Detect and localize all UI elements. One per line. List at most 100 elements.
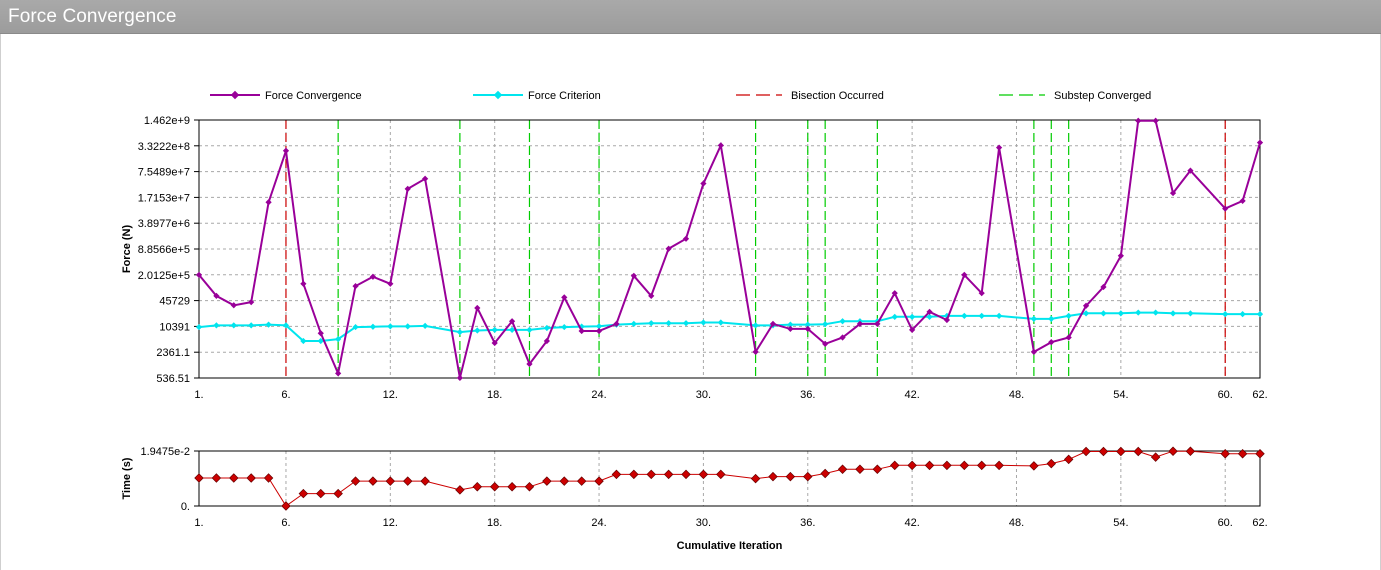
data-point xyxy=(994,460,1004,471)
x-tick-label: 42. xyxy=(904,517,919,529)
data-point xyxy=(420,476,430,486)
data-point xyxy=(613,320,620,328)
legend-label: Substep Converged xyxy=(1054,90,1151,102)
data-point xyxy=(265,321,272,328)
data-point xyxy=(508,318,516,325)
data-point xyxy=(265,199,272,206)
x-tick-label: 48. xyxy=(1009,389,1024,401)
y-tick-label: 7.5489e+7 xyxy=(138,167,190,179)
legend-swatch-marker xyxy=(493,90,503,100)
x-tick-label: 24. xyxy=(591,517,606,529)
data-point xyxy=(1237,449,1248,459)
data-point xyxy=(317,337,324,345)
data-point xyxy=(300,280,307,287)
y-tick-label: 3.3222e+8 xyxy=(138,141,190,153)
x-tick-label: 62. xyxy=(1252,517,1267,529)
y-tick-label: 2361.1 xyxy=(156,347,190,359)
data-point xyxy=(1063,454,1074,465)
data-point xyxy=(472,482,483,492)
plot-border xyxy=(198,450,1261,507)
plot-area-1: 1. 6. 12. 18. 24. 30. 36. 42. 48. 54. 60. 62. 1.462e… xyxy=(121,115,1268,401)
x-tick-label: 36. xyxy=(800,517,815,529)
data-point xyxy=(335,336,342,343)
data-point xyxy=(456,328,464,336)
data-point xyxy=(716,469,726,480)
data-point xyxy=(874,320,881,328)
data-point xyxy=(648,292,655,299)
data-point xyxy=(1046,458,1057,469)
data-point xyxy=(890,460,900,471)
data-point xyxy=(785,471,796,482)
data-point xyxy=(194,473,204,483)
x-tick-label: 18. xyxy=(487,517,502,529)
data-point xyxy=(491,326,498,334)
y-tick-label: 0. xyxy=(181,501,190,513)
y-tick-label: 1.7153e+7 xyxy=(138,192,190,204)
data-point xyxy=(1169,310,1177,317)
data-point xyxy=(665,320,672,327)
title-bar: Force Convergence xyxy=(0,0,1381,34)
data-point xyxy=(1117,252,1124,259)
data-point xyxy=(246,473,256,483)
data-point xyxy=(1185,446,1196,456)
data-point xyxy=(369,323,377,330)
data-point xyxy=(1081,446,1091,457)
data-point xyxy=(578,327,585,335)
data-point xyxy=(1100,283,1107,291)
data-point xyxy=(248,298,255,306)
data-point xyxy=(1030,315,1037,322)
data-point xyxy=(1048,339,1055,346)
data-point xyxy=(263,473,274,483)
data-point xyxy=(543,324,550,332)
data-point xyxy=(543,337,550,345)
x-tick-label: 24. xyxy=(591,389,606,401)
data-point xyxy=(961,312,968,320)
data-point xyxy=(630,320,637,328)
data-point xyxy=(352,323,359,331)
data-point xyxy=(1222,311,1229,318)
data-point xyxy=(213,292,220,299)
data-point xyxy=(839,318,846,325)
data-point xyxy=(559,476,569,486)
x-tick-label: 48. xyxy=(1009,517,1024,529)
data-point xyxy=(1116,446,1126,457)
data-point xyxy=(1133,446,1143,457)
data-point xyxy=(1150,452,1161,462)
data-point xyxy=(1168,446,1178,456)
data-point xyxy=(1256,139,1264,146)
data-point xyxy=(769,320,777,328)
data-point xyxy=(1169,189,1177,197)
y-tick-label: 536.51 xyxy=(156,373,190,385)
data-point xyxy=(368,476,378,486)
data-point xyxy=(700,180,707,187)
data-point xyxy=(1220,449,1230,459)
data-point xyxy=(1135,117,1142,124)
data-point xyxy=(335,370,342,377)
data-point xyxy=(803,471,813,482)
data-point xyxy=(1152,309,1159,316)
legend-label: Force Convergence xyxy=(265,90,362,102)
data-point xyxy=(891,290,898,297)
data-point xyxy=(489,482,500,492)
data-point xyxy=(926,308,933,315)
legend-label: Bisection Occurred xyxy=(791,90,884,102)
data-point xyxy=(211,473,222,483)
data-point xyxy=(1256,311,1264,318)
series-line xyxy=(199,450,1260,507)
data-point xyxy=(1255,449,1265,459)
series-time xyxy=(194,446,1265,511)
data-point xyxy=(474,304,481,312)
data-point xyxy=(474,327,481,334)
data-point xyxy=(1048,315,1055,322)
data-point xyxy=(717,142,724,149)
data-point xyxy=(942,460,952,471)
x-tick-label: 60. xyxy=(1218,389,1233,401)
y-tick-label: 10391 xyxy=(159,321,190,333)
data-point xyxy=(822,321,829,328)
data-point xyxy=(750,473,761,484)
data-point xyxy=(298,488,309,499)
series-line xyxy=(198,119,1261,379)
data-point xyxy=(681,469,691,480)
data-point xyxy=(229,473,239,483)
data-point xyxy=(491,339,498,347)
